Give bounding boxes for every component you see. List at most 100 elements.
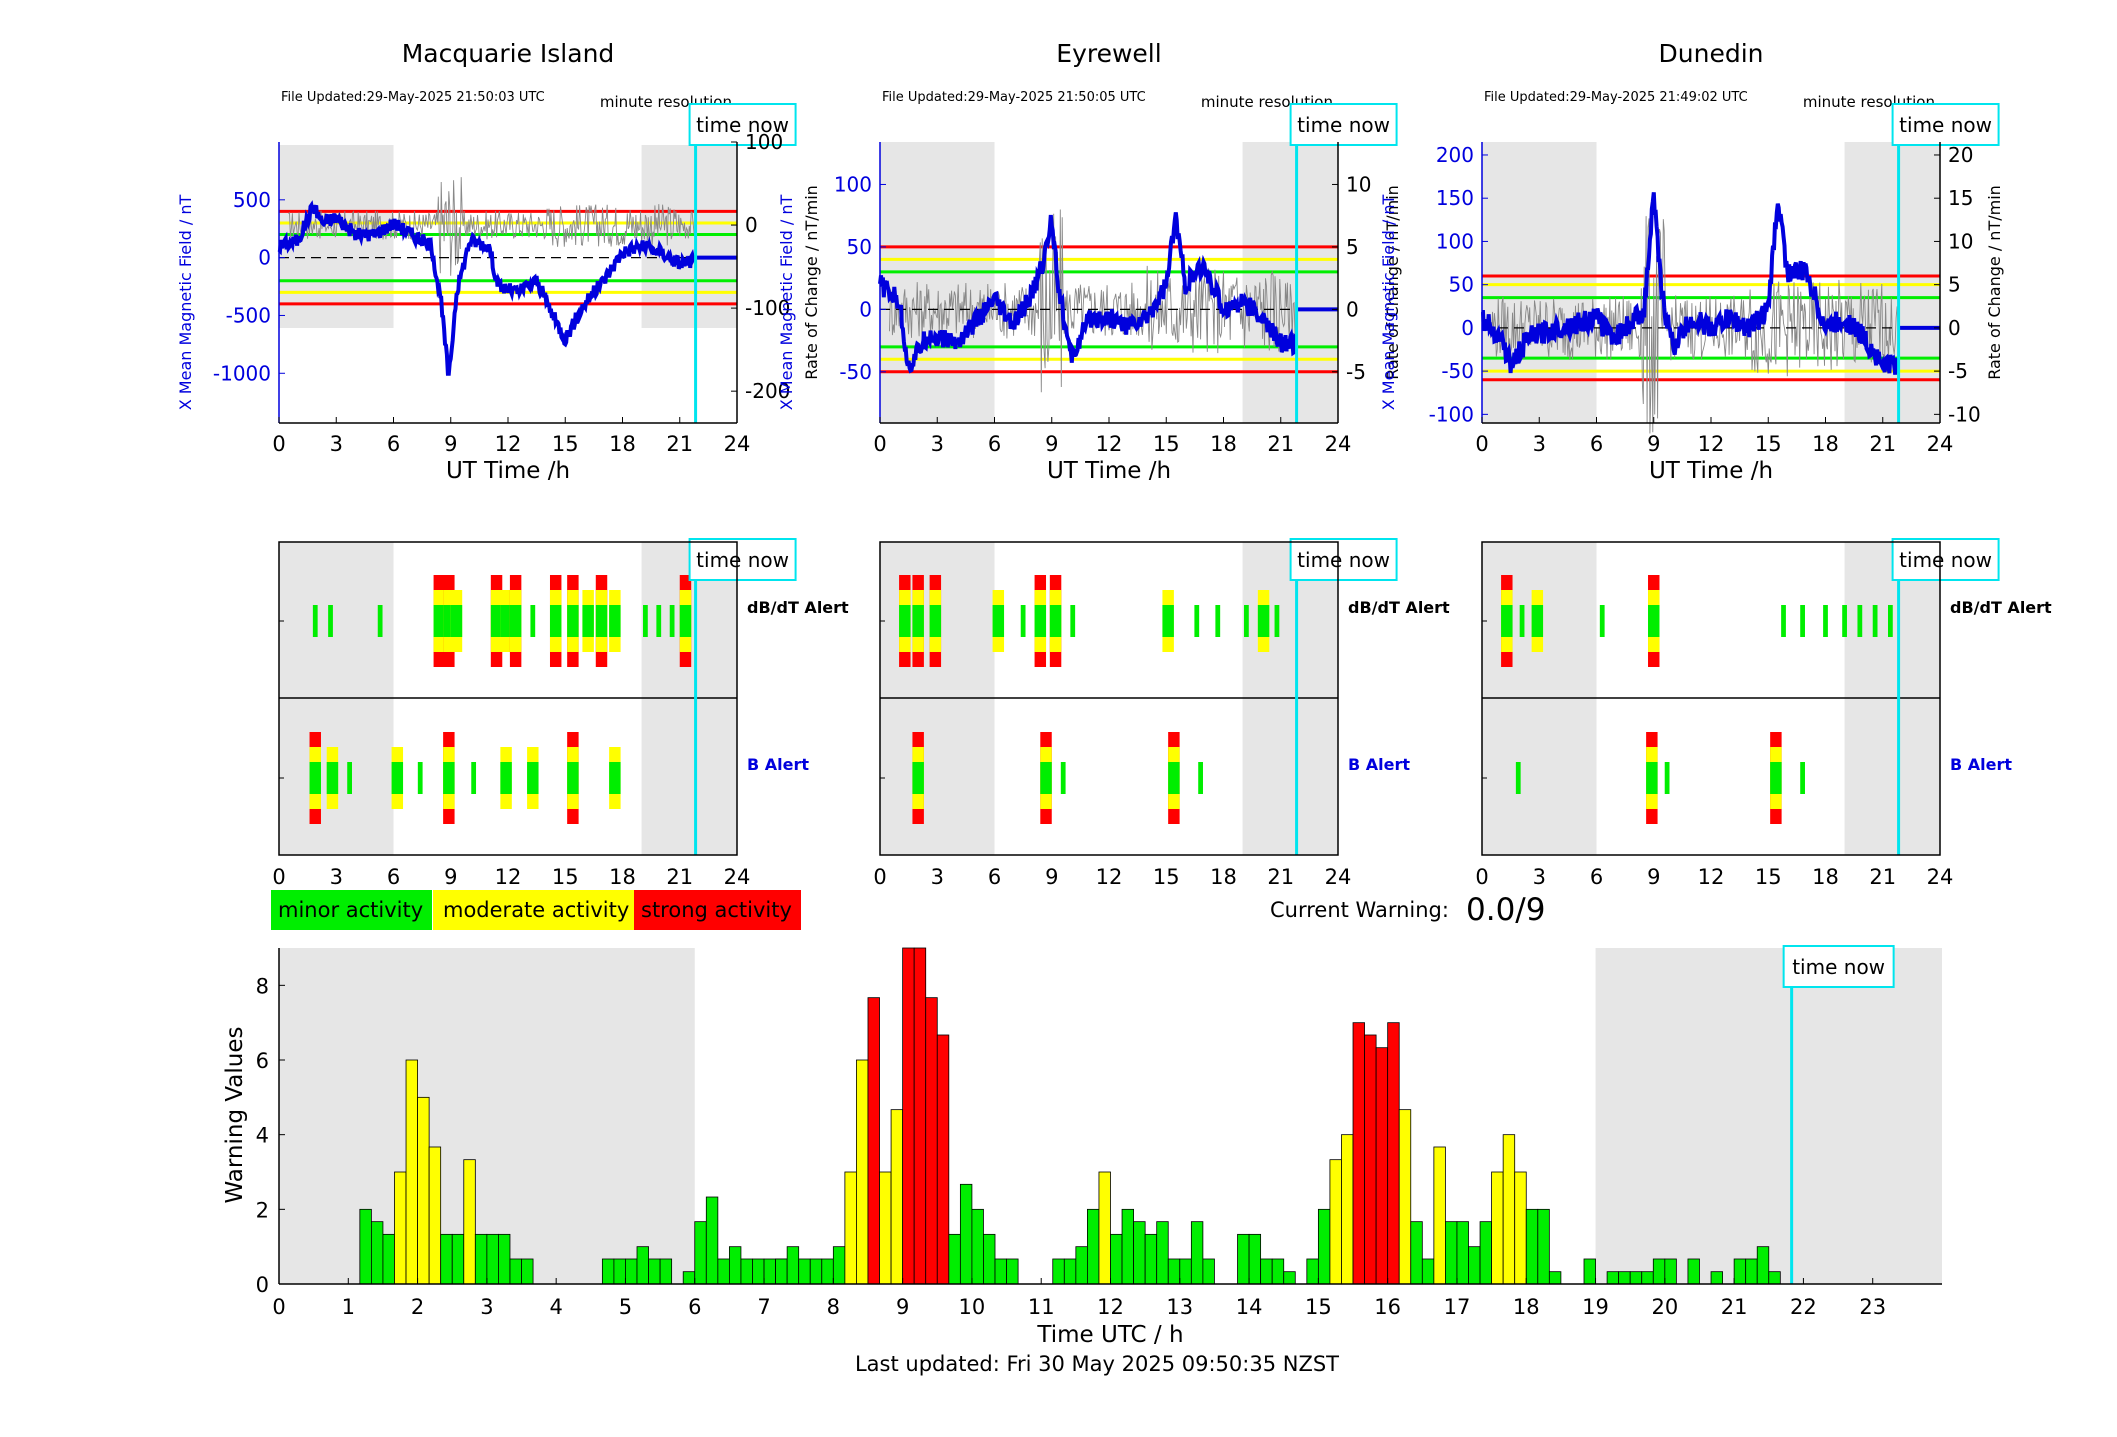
warning-bar [775, 1258, 788, 1285]
x-tick-label: 15 [1153, 432, 1180, 456]
station-panel-2: Dunedin File Updated:29-May-2025 21:49:02… [1379, 39, 2052, 889]
warning-bar [867, 997, 880, 1285]
alert-x-tick-label: 3 [1533, 865, 1546, 889]
x-tick-label: 9 [1045, 432, 1058, 456]
db-alert-bar [509, 605, 522, 637]
warning-bar [809, 1258, 823, 1285]
db-alert-bar [549, 605, 562, 637]
db-alert-bar [1648, 605, 1660, 637]
warning-bar [936, 1034, 950, 1285]
warning-bar [1121, 1208, 1134, 1285]
warning-bar [521, 1258, 534, 1285]
x-tick-label: 6 [988, 432, 1001, 456]
x-tick-label: 12 [495, 432, 522, 456]
legend-strong-label: strong activity [641, 898, 792, 922]
db-alert-bar [328, 605, 333, 637]
warning-bar [752, 1258, 765, 1285]
alert-x-tick-label: 21 [1869, 865, 1896, 889]
warning-bar [417, 1096, 430, 1285]
time-now-box [1891, 538, 2000, 581]
right-tick-label: -200 [745, 379, 790, 403]
db-alert-bar [1781, 605, 1786, 637]
x-tick-label: 3 [330, 432, 343, 456]
x-tick-label: 0 [272, 1295, 285, 1319]
db-alert-bar [899, 605, 911, 637]
rate-of-change-trace [1491, 216, 1899, 434]
x-tick-label: 3 [1533, 432, 1546, 456]
db-alert-bar [992, 605, 1005, 637]
x-tick-label: 2 [411, 1295, 424, 1319]
y-tick-label: 6 [256, 1049, 269, 1073]
night-shade [1595, 948, 1942, 1284]
time-now-label: time now [1792, 955, 1885, 979]
b-alert-bar [471, 762, 477, 794]
warning-bar [1133, 1221, 1146, 1285]
warning-bar [1664, 1258, 1677, 1285]
warning-bar [798, 1258, 811, 1285]
left-tick-label: 100 [834, 172, 872, 196]
time-now-label: time now [696, 113, 789, 137]
x-axis-label: Time UTC / h [1036, 1322, 1183, 1348]
warning-bar [821, 1258, 834, 1285]
warning-bar [1710, 1271, 1723, 1285]
warning-bar [1756, 1246, 1770, 1285]
x-tick-label: 0 [873, 432, 886, 456]
db-alert-bar [377, 605, 383, 637]
warning-bar [498, 1233, 511, 1285]
legend-minor-swatch [271, 890, 432, 930]
db-alert-bar [1857, 605, 1863, 637]
warning-bar [1098, 1171, 1111, 1285]
left-tick-label: 50 [1449, 273, 1474, 297]
warning-bar [717, 1258, 730, 1285]
db-alert-bar [656, 605, 662, 637]
b-alert-bar [912, 762, 924, 794]
x-tick-label: 3 [480, 1295, 493, 1319]
x-tick-label: 7 [757, 1295, 770, 1319]
warning-bar [1652, 1258, 1666, 1285]
left-tick-label: 500 [233, 188, 271, 212]
alert-x-tick-label: 15 [552, 865, 579, 889]
warning-bar [1456, 1221, 1469, 1285]
right-tick-label: 0 [1346, 297, 1359, 321]
right-axis-label: Rate of Change / nT/min [1383, 185, 1402, 380]
warning-bar [1745, 1258, 1758, 1285]
time-now-label: time now [1297, 113, 1390, 137]
db-alert-label: dB/dT Alert [1348, 598, 1450, 617]
warning-bar [1329, 1159, 1342, 1285]
warning-bar [832, 1246, 846, 1285]
current-warning-value: 0.0/9 [1466, 892, 1545, 928]
right-tick-label: 5 [1948, 273, 1961, 297]
alert-x-tick-label: 12 [1698, 865, 1725, 889]
warning-bar [763, 1258, 776, 1285]
x-tick-label: 8 [827, 1295, 840, 1319]
warning-bar [994, 1258, 1007, 1285]
right-tick-label: 0 [1948, 316, 1961, 340]
warning-bar [394, 1171, 407, 1285]
warning-bar [1398, 1109, 1412, 1285]
warning-bar [740, 1258, 753, 1285]
alert-x-tick-label: 6 [988, 865, 1001, 889]
warning-bar [856, 1059, 869, 1285]
alert-frame [278, 541, 738, 856]
alert-x-tick-label: 18 [1812, 865, 1839, 889]
left-tick-label: 0 [258, 246, 271, 270]
time-now-box [1891, 103, 2000, 146]
warning-bar [1468, 1246, 1481, 1285]
time-now-box [688, 538, 797, 581]
x-tick-label: 9 [1647, 432, 1660, 456]
b-alert-bar [309, 762, 321, 794]
db-alert-bar [1274, 605, 1280, 637]
x-axis-label: UT Time /h [1649, 458, 1773, 484]
left-tick-label: -50 [839, 360, 872, 384]
warning-bar [902, 947, 915, 1285]
warning-bar [1606, 1271, 1620, 1285]
warning-bar [1733, 1258, 1747, 1285]
warning-bar [1317, 1208, 1331, 1285]
alert-x-tick-label: 0 [1475, 865, 1488, 889]
x-tick-label: 4 [549, 1295, 562, 1319]
db-alert-bar [912, 605, 924, 637]
warning-bar [1364, 1034, 1377, 1285]
db-alert-bar [643, 605, 648, 637]
alert-x-tick-label: 21 [1267, 865, 1294, 889]
x-tick-label: 12 [1096, 432, 1123, 456]
